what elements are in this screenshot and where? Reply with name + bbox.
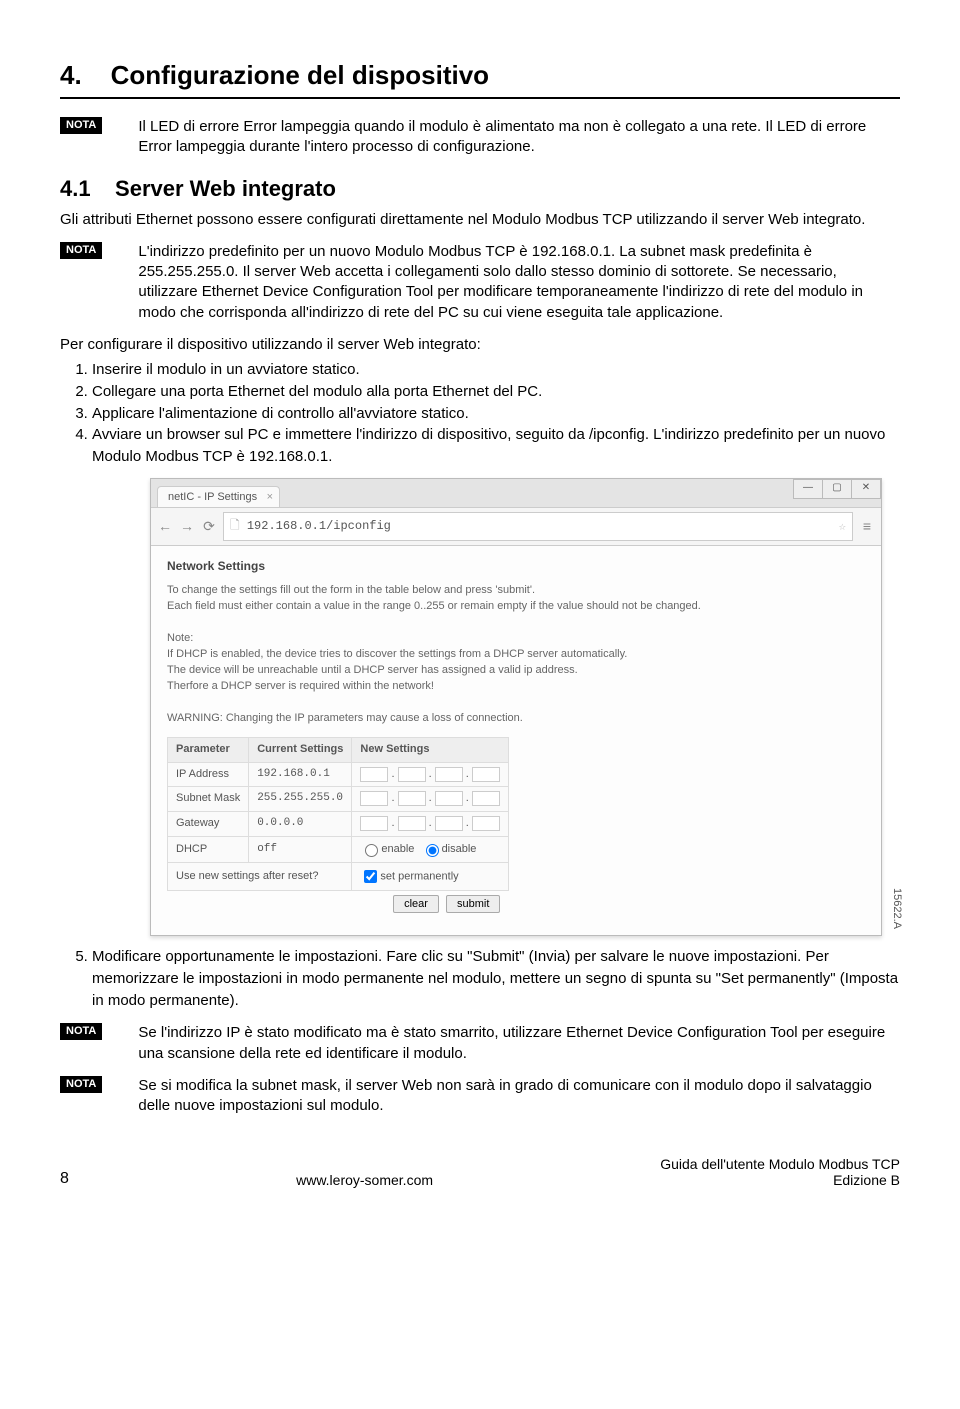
back-icon[interactable]: ←	[157, 518, 173, 534]
table-row: Subnet Mask 255.255.255.0 . . .	[168, 787, 509, 812]
step-3: Applicare l'alimentazione di controllo a…	[92, 403, 900, 425]
steps-list-continued: Modificare opportunamente le impostazion…	[60, 946, 900, 1011]
set-perm-label: set permanently	[380, 871, 458, 883]
param-mask: Subnet Mask	[168, 787, 249, 812]
enable-label: enable	[381, 843, 414, 855]
disable-label: disable	[442, 843, 477, 855]
step-2: Collegare una porta Ethernet del modulo …	[92, 381, 900, 403]
nota-4-text: Se si modifica la subnet mask, il server…	[108, 1076, 900, 1117]
maximize-icon[interactable]: ▢	[822, 479, 852, 499]
param-dhcp: DHCP	[168, 837, 249, 863]
col-current: Current Settings	[249, 737, 352, 762]
warning-line: WARNING: Changing the IP parameters may …	[167, 711, 865, 727]
current-mask: 255.255.255.0	[249, 787, 352, 812]
current-gateway: 0.0.0.0	[249, 812, 352, 837]
nota-badge: NOTA	[60, 117, 102, 134]
current-ip: 192.168.0.1	[249, 762, 352, 787]
reload-icon[interactable]: ⟳	[201, 518, 217, 535]
address-bar: ← → ⟳ 🗋 192.168.0.1/ipconfig ☆ ≡	[151, 508, 881, 546]
ip-octet-input[interactable]	[360, 791, 388, 806]
clear-button[interactable]: clear	[393, 895, 439, 913]
new-gateway: . . .	[352, 812, 509, 837]
nota-badge: NOTA	[60, 1023, 102, 1040]
intro-line-1: To change the settings fill out the form…	[167, 583, 865, 599]
ip-octet-input[interactable]	[398, 816, 426, 831]
note-line-2: The device will be unreachable until a D…	[167, 663, 865, 679]
param-gateway: Gateway	[168, 812, 249, 837]
col-parameter: Parameter	[168, 737, 249, 762]
new-mask: . . .	[352, 787, 509, 812]
nota-badge: NOTA	[60, 1076, 102, 1093]
note-label: Note:	[167, 631, 865, 647]
pre-steps-text: Per configurare il dispositivo utilizzan…	[60, 335, 900, 355]
set-perm-cell: set permanently	[352, 863, 509, 891]
note-line-3: Therfore a DHCP server is required withi…	[167, 679, 865, 695]
set-permanently-checkbox[interactable]	[364, 870, 377, 883]
close-icon[interactable]: ×	[267, 491, 273, 503]
submit-button[interactable]: submit	[446, 895, 500, 913]
browser-content: Network Settings To change the settings …	[151, 546, 881, 935]
dhcp-disable-radio[interactable]	[426, 844, 439, 857]
ip-octet-input[interactable]	[435, 816, 463, 831]
url-text: 192.168.0.1/ipconfig	[247, 519, 391, 533]
footer-url: www.leroy-somer.com	[69, 1172, 660, 1188]
star-icon[interactable]: ☆	[839, 519, 846, 534]
chapter-title: 4. Configurazione del dispositivo	[60, 60, 900, 99]
footer-edition: Edizione B	[660, 1172, 900, 1188]
ip-octet-input[interactable]	[398, 791, 426, 806]
chapter-text: Configurazione del dispositivo	[111, 60, 489, 90]
ip-octet-input[interactable]	[360, 816, 388, 831]
browser-tabbar: netIC - IP Settings × — ▢ ✕	[151, 479, 881, 508]
section-4-1-body: Gli attributi Ethernet possono essere co…	[60, 210, 900, 230]
url-field[interactable]: 🗋 192.168.0.1/ipconfig ☆	[223, 512, 853, 541]
close-window-icon[interactable]: ✕	[851, 479, 881, 499]
nota-badge: NOTA	[60, 242, 102, 259]
param-ip: IP Address	[168, 762, 249, 787]
ip-octet-input[interactable]	[398, 767, 426, 782]
settings-heading: Network Settings	[167, 558, 865, 575]
note-line-1: If DHCP is enabled, the device tries to …	[167, 647, 865, 663]
page-number: 8	[60, 1170, 69, 1188]
new-dhcp: enable disable	[352, 837, 509, 863]
table-row: Gateway 0.0.0.0 . . .	[168, 812, 509, 837]
browser-tab[interactable]: netIC - IP Settings ×	[157, 486, 280, 507]
section-4-1-title: 4.1 Server Web integrato	[60, 176, 900, 202]
intro-line-2: Each field must either contain a value i…	[167, 599, 865, 615]
ip-octet-input[interactable]	[435, 791, 463, 806]
ip-octet-input[interactable]	[472, 816, 500, 831]
section-text: Server Web integrato	[115, 176, 336, 201]
figure-id: 15622.A	[891, 888, 903, 929]
nota-2-text: L'indirizzo predefinito per un nuovo Mod…	[108, 242, 900, 323]
col-new: New Settings	[352, 737, 509, 762]
table-row: IP Address 192.168.0.1 . . .	[168, 762, 509, 787]
nota-3-text: Se l'indirizzo IP è stato modificato ma …	[108, 1023, 900, 1064]
dhcp-enable-radio[interactable]	[365, 844, 378, 857]
nota-1-text: Il LED di errore Error lampeggia quando …	[108, 117, 900, 158]
tab-title: netIC - IP Settings	[168, 491, 257, 503]
menu-icon[interactable]: ≡	[859, 518, 875, 534]
page-footer: 8 www.leroy-somer.com Guida dell'utente …	[60, 1156, 900, 1188]
ip-octet-input[interactable]	[472, 791, 500, 806]
ip-octet-input[interactable]	[360, 767, 388, 782]
step-1: Inserire il modulo in un avviatore stati…	[92, 359, 900, 381]
steps-list: Inserire il modulo in un avviatore stati…	[60, 359, 900, 468]
table-row: Use new settings after reset? set perman…	[168, 863, 509, 891]
chapter-number: 4.	[60, 60, 82, 90]
current-dhcp: off	[249, 837, 352, 863]
table-row: DHCP off enable disable	[168, 837, 509, 863]
footer-doc-title: Guida dell'utente Modulo Modbus TCP	[660, 1156, 900, 1172]
ip-octet-input[interactable]	[435, 767, 463, 782]
minimize-icon[interactable]: —	[793, 479, 823, 499]
section-number: 4.1	[60, 176, 91, 201]
settings-table: Parameter Current Settings New Settings …	[167, 737, 509, 918]
step-4: Avviare un browser sul PC e immettere l'…	[92, 424, 900, 468]
forward-icon[interactable]: →	[179, 518, 195, 534]
browser-screenshot: netIC - IP Settings × — ▢ ✕ ← → ⟳ 🗋 192.…	[150, 478, 882, 936]
new-ip: . . .	[352, 762, 509, 787]
ip-octet-input[interactable]	[472, 767, 500, 782]
reset-question: Use new settings after reset?	[168, 863, 352, 891]
step-5: Modificare opportunamente le impostazion…	[92, 946, 900, 1011]
